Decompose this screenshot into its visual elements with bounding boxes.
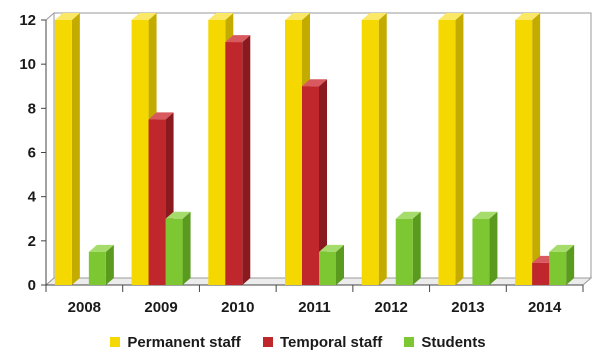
legend-swatch-temporal [262,337,273,347]
bar-front [148,119,166,285]
bar-top [302,79,327,87]
bar-2011-students [319,244,344,285]
legend-item-temporal: Temporal staff [262,334,383,351]
bar-2013-students [472,211,498,285]
legend-label-permanent: Permanent staff [127,334,241,351]
bar-2014-permanent-staff [515,13,541,285]
bar-front [225,42,243,286]
chart-bars [54,13,575,286]
y-tick-label: 4 [28,189,37,206]
x-tick-label: 2008 [68,299,101,316]
y-tick-label: 8 [28,100,36,117]
bar-top [131,13,157,20]
bar-front [302,86,319,285]
bar-2008-permanent-staff [54,13,80,285]
bar-top [54,13,80,20]
bar-top [225,35,251,43]
bar-top [472,211,498,219]
x-tick-label: 2009 [144,299,177,316]
bar-front [549,251,567,285]
bar-side [489,211,498,285]
bar-top [549,244,575,252]
bar-front [319,251,336,285]
bar-top [438,13,464,20]
bar-top [148,112,174,120]
bar-front [515,20,533,285]
chart-tick-labels: 0 2 4 6 8 10 12 2008 2009 2010 2011 2012 2013 2014 [19,12,562,316]
x-tick-label: 2014 [528,299,562,316]
bar-front [88,251,106,285]
bar-front [285,20,302,285]
legend-swatch-students [404,337,415,347]
y-tick-label: 10 [19,56,36,73]
legend-swatch-permanent [110,337,121,347]
bar-top [361,13,387,20]
bar-side [242,35,251,286]
y-tick-label: 2 [28,233,36,250]
bar-front [165,218,183,285]
bar-top [285,13,310,20]
bar-front [532,262,550,285]
bar-2013-permanent-staff [438,13,464,285]
bar-side [336,244,344,285]
legend-item-students: Students [404,334,486,351]
side-wall [45,11,55,287]
bar-front [395,218,413,285]
bar-front [438,20,456,285]
legend-item-permanent: Permanent staff [110,334,241,351]
bar-2012-students [395,211,421,285]
chart-legend: Permanent staff Temporal staff Students [0,334,596,351]
bar-top [515,13,541,20]
bar-top [319,244,344,252]
bar-top [88,244,114,252]
bar-2008-students [88,244,114,285]
x-tick-label: 2012 [375,299,408,316]
bar-front [54,20,72,285]
bar-2012-permanent-staff [361,13,387,285]
bar-front [208,20,226,285]
bar-top [208,13,234,20]
bar-side [71,13,80,285]
x-tick-label: 2013 [451,299,484,316]
bar-side [182,211,191,285]
bar-side [532,13,541,285]
y-tick-label: 12 [19,12,36,29]
legend-label-temporal: Temporal staff [279,334,383,351]
bar-side [378,13,387,285]
bar-side [566,244,575,285]
bar-front [131,20,149,285]
bar-side [319,79,327,285]
bar-side [455,13,464,285]
bar-side [105,244,114,285]
y-tick-label: 6 [28,145,36,162]
x-tick-label: 2011 [298,299,331,316]
bar-2014-students [549,244,575,285]
bar-side [412,211,421,285]
bar-top [395,211,421,219]
x-tick-label: 2010 [221,299,254,316]
bar-front [361,20,379,285]
bar-2011-temporal-staff [302,79,327,285]
legend-label-students: Students [421,334,486,351]
y-tick-label: 0 [28,277,36,294]
bar-2009-students [165,211,191,285]
bar-2010-temporal-staff [225,35,251,286]
bar-top [165,211,191,219]
bar-front [472,218,490,285]
